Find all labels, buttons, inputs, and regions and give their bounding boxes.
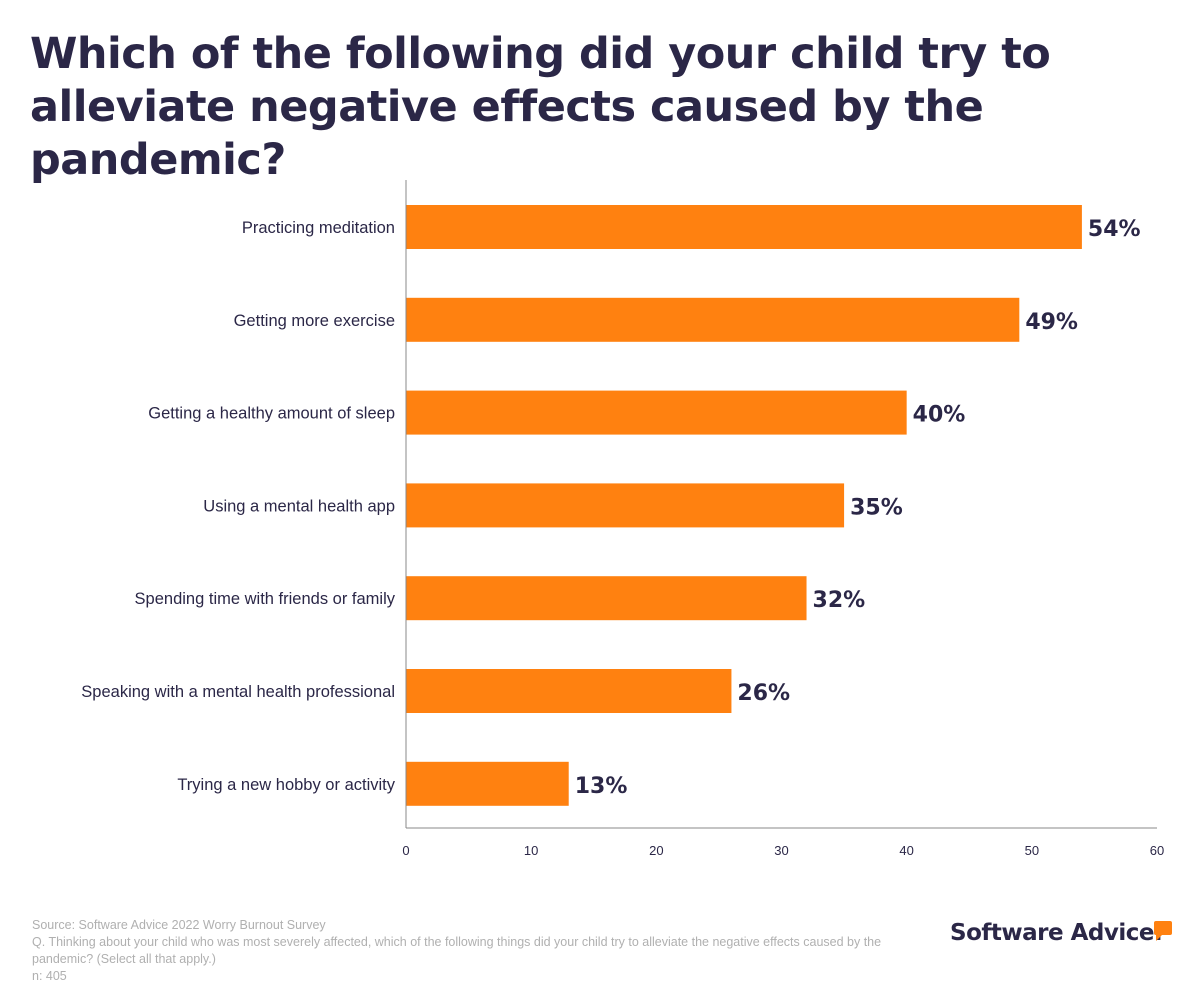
x-tick-label: 20 [649, 843, 663, 858]
question-note: Q. Thinking about your child who was mos… [32, 935, 882, 966]
data-label: 35% [850, 495, 903, 520]
data-label: 54% [1088, 217, 1141, 242]
data-label: 40% [913, 403, 966, 428]
bar [406, 761, 569, 806]
x-tick-label: 30 [774, 843, 788, 858]
bar [406, 483, 845, 528]
x-tick-label: 0 [402, 843, 409, 858]
bar [406, 205, 1082, 249]
x-tick-label: 60 [1150, 843, 1164, 858]
data-label: 13% [575, 774, 628, 799]
bar [406, 390, 907, 435]
category-label: Getting a healthy amount of sleep [148, 405, 395, 423]
x-tick-label: 10 [524, 843, 538, 858]
bar [406, 297, 1020, 342]
bar [406, 669, 732, 713]
x-tick-label: 40 [899, 843, 913, 858]
category-label: Using a mental health app [203, 497, 395, 515]
title-line-2: alleviate negative effects caused by the… [30, 82, 984, 185]
chart-title: Which of the following did your child tr… [30, 28, 1200, 187]
software-advice-logo: Software Advice. [950, 920, 1163, 946]
data-label: 26% [737, 681, 790, 706]
footer-notes: Source: Software Advice 2022 Worry Burno… [32, 917, 882, 985]
bar-chart: Practicing meditation 54% Getting more exe… [81, 180, 1164, 858]
data-label: 49% [1025, 310, 1078, 335]
data-label: 32% [813, 588, 866, 613]
category-label: Practicing meditation [242, 219, 395, 237]
speech-bubble-icon [1154, 921, 1172, 941]
x-tick-label: 50 [1025, 843, 1039, 858]
sample-size: n: 405 [32, 969, 67, 983]
category-label: Speaking with a mental health profession… [81, 683, 395, 701]
title-line-1: Which of the following did your child tr… [30, 29, 1051, 79]
category-label: Getting more exercise [234, 312, 395, 330]
category-label: Trying a new hobby or activity [177, 776, 395, 794]
category-label: Spending time with friends or family [135, 590, 396, 608]
source-note: Source: Software Advice 2022 Worry Burno… [32, 918, 326, 932]
bar [406, 576, 807, 621]
